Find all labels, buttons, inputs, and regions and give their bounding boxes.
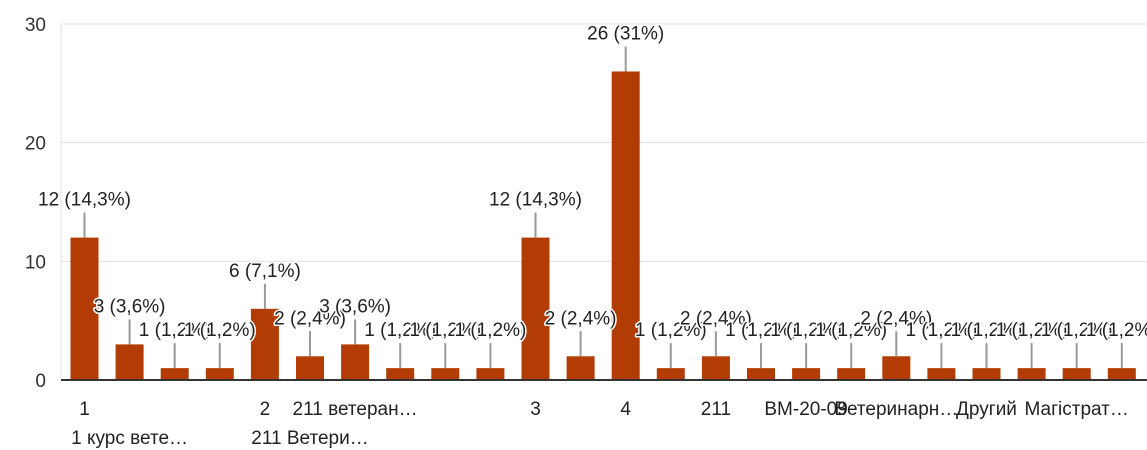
data-label: 1 (1,2%) [1086, 320, 1147, 341]
data-label: 12 (14,3%) [38, 190, 131, 211]
data-label: 6 (7,1%) [229, 261, 301, 282]
bar [701, 356, 730, 380]
bar [792, 368, 821, 380]
data-label: 2 (2,4%) [545, 308, 617, 329]
data-label: 1 (1,2%) [905, 320, 977, 341]
data-label: 1 (1,2%) [725, 320, 797, 341]
y-tick-label: 0 [35, 371, 46, 392]
data-label: 1 (1,2%) [454, 320, 526, 341]
data-label: 1 (1,2%) [815, 320, 887, 341]
data-label: 1 (1,2%) [409, 320, 481, 341]
bar [205, 368, 234, 380]
bars [70, 71, 1136, 380]
bar [837, 368, 866, 380]
y-tick-label: 30 [25, 15, 46, 36]
data-label: 1 (1,2%) [139, 320, 211, 341]
bar [341, 344, 370, 380]
data-label: 1 (1,2%) [996, 320, 1068, 341]
data-label: 1 (1,2%) [184, 320, 256, 341]
bar [611, 71, 640, 380]
x-tick-label: Ветеринарн… [834, 399, 958, 420]
data-label: 26 (31%) [587, 23, 664, 44]
bar [386, 368, 415, 380]
bar [747, 368, 775, 380]
bar [972, 368, 1001, 380]
x-tick-label: ВМ-20-09 [764, 399, 847, 420]
bar [882, 356, 911, 380]
x-tick-label: 211 [701, 399, 731, 420]
bar [566, 356, 595, 380]
bar [521, 237, 550, 380]
bar [70, 237, 99, 380]
x-tick-label: 1 [79, 399, 90, 420]
y-axis: 0 10 20 30 [25, 15, 62, 392]
x-tick-label: Магістрат… [1025, 399, 1129, 420]
bar [656, 368, 685, 380]
data-label: 2 (2,4%) [274, 308, 346, 329]
x-tick-label: 2 [260, 399, 271, 420]
y-tick-label: 20 [25, 134, 46, 155]
y-tick-label: 10 [25, 252, 46, 273]
bar [431, 368, 460, 380]
x-tick-label: 211 Ветери… [251, 428, 368, 449]
bar [296, 356, 324, 380]
x-tick-label: Другий [956, 399, 1017, 420]
x-tick-label: 1 курс вете… [71, 428, 188, 449]
x-tick-label: 211 ветеран… [293, 399, 418, 420]
data-label: 1 (1,2%) [1041, 320, 1113, 341]
data-label: 3 (3,6%) [94, 296, 166, 317]
data-label: 1 (1,2%) [951, 320, 1023, 341]
bar [927, 368, 956, 380]
bar [1107, 368, 1136, 380]
data-label: 1 (1,2%) [770, 320, 842, 341]
bar [476, 368, 505, 380]
data-label: 2 (2,4%) [860, 308, 932, 329]
bar [250, 308, 279, 380]
bar [160, 368, 189, 380]
bar [1062, 368, 1091, 380]
data-labels: 12 (14,3%)3 (3,6%)1 (1,2%)1 (1,2%)6 (7,1… [37, 22, 1147, 369]
data-label: 3 (3,6%) [319, 296, 391, 317]
data-label: 1 (1,2%) [635, 320, 707, 341]
x-axis: 1 1 курс вете… 2 211 Ветери… 211 ветеран… 3 4 2… [71, 399, 1129, 449]
x-tick-label: 3 [530, 399, 541, 420]
x-tick-label: 4 [620, 399, 631, 420]
data-label: 12 (14,3%) [489, 190, 582, 211]
data-label: 2 (2,4%) [680, 308, 752, 329]
bar [1017, 368, 1046, 380]
data-label: 1 (1,2%) [364, 320, 436, 341]
bar [115, 344, 144, 380]
gridlines [61, 23, 1147, 262]
